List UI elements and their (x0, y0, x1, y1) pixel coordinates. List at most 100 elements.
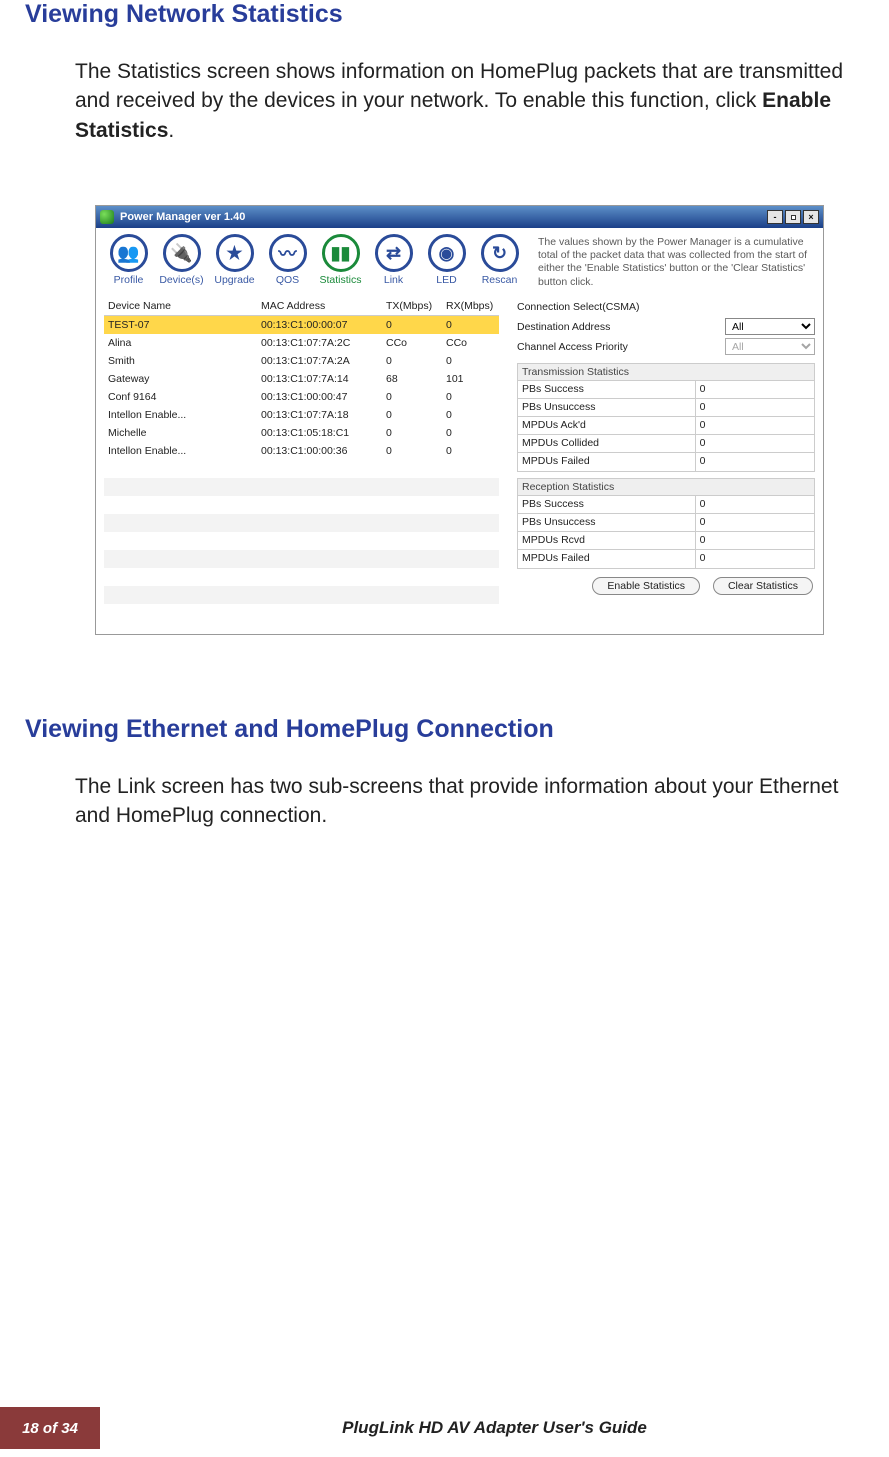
option-label: Channel Access Priority (517, 341, 725, 353)
page-number: 18 of 34 (0, 1407, 100, 1449)
toolbar-rescan[interactable]: ↻Rescan (473, 234, 526, 289)
transmission-stat-row: MPDUs Ack'd0 (518, 417, 814, 435)
device-table: Device Name MAC Address TX(Mbps) RX(Mbps… (104, 297, 499, 622)
toolbar-led[interactable]: ◉LED (420, 234, 473, 289)
toolbar-info-note: The values shown by the Power Manager is… (526, 234, 817, 289)
transmission-stat-row: PBs Success0 (518, 381, 814, 399)
stat-value: 0 (696, 550, 814, 568)
cell-name: Intellon Enable... (104, 406, 257, 424)
stat-label: MPDUs Collided (518, 435, 696, 452)
maximize-button[interactable] (785, 210, 801, 224)
cell-name: Gateway (104, 370, 257, 388)
cell-rx: 101 (442, 370, 499, 388)
p1-text-after: . (168, 119, 174, 142)
stat-value: 0 (696, 381, 814, 398)
cell-mac: 00:13:C1:05:18:C1 (257, 424, 382, 442)
stat-value: 0 (696, 453, 814, 471)
cell-tx: 0 (382, 316, 442, 334)
cell-tx: 0 (382, 442, 442, 460)
reception-stat-row: PBs Success0 (518, 496, 814, 514)
transmission-stat-row: PBs Unsuccess0 (518, 399, 814, 417)
stat-label: PBs Unsuccess (518, 399, 696, 416)
p1-text-before: The Statistics screen shows information … (75, 60, 843, 112)
cell-mac: 00:13:C1:00:00:36 (257, 442, 382, 460)
table-row[interactable]: Intellon Enable...00:13:C1:07:7A:1800 (104, 406, 499, 424)
reception-stat-row: MPDUs Rcvd0 (518, 532, 814, 550)
toolbar-profile[interactable]: 👥Profile (102, 234, 155, 289)
option-label: Connection Select(CSMA) (517, 301, 815, 313)
col-rx: RX(Mbps) (442, 297, 499, 315)
window-titlebar: Power Manager ver 1.40 - × (96, 206, 823, 228)
cell-rx: 0 (442, 352, 499, 370)
stat-label: MPDUs Rcvd (518, 532, 696, 549)
app-icon (100, 210, 114, 224)
link-paragraph: The Link screen has two sub-screens that… (75, 772, 864, 831)
table-row[interactable]: Alina00:13:C1:07:7A:2CCCoCCo (104, 334, 499, 352)
cell-tx: 0 (382, 406, 442, 424)
minimize-button[interactable]: - (767, 210, 783, 224)
table-row[interactable]: Gateway00:13:C1:07:7A:1468101 (104, 370, 499, 388)
cell-tx: 0 (382, 388, 442, 406)
toolbar-link[interactable]: ⇄Link (367, 234, 420, 289)
table-row[interactable]: Conf 916400:13:C1:00:00:4700 (104, 388, 499, 406)
toolbar-qos[interactable]: 〰QOS (261, 234, 314, 289)
option-row-channel-access-priority: Channel Access PriorityAll (517, 337, 815, 357)
cell-tx: 68 (382, 370, 442, 388)
section-heading-statistics: Viewing Network Statistics (25, 0, 864, 29)
table-row-blank (104, 568, 499, 586)
enable-statistics-button[interactable]: Enable Statistics (592, 577, 700, 595)
table-row[interactable]: Michelle00:13:C1:05:18:C100 (104, 424, 499, 442)
reception-stat-row: MPDUs Failed0 (518, 550, 814, 568)
col-device-name: Device Name (104, 297, 257, 315)
table-row-blank (104, 604, 499, 622)
statistics-panel: Connection Select(CSMA)Destination Addre… (517, 297, 815, 622)
cell-mac: 00:13:C1:07:7A:2C (257, 334, 382, 352)
footer-title: PlugLink HD AV Adapter User's Guide (100, 1407, 889, 1449)
toolbar-device-s-[interactable]: 🔌Device(s) (155, 234, 208, 289)
cell-rx: 0 (442, 316, 499, 334)
stat-value: 0 (696, 435, 814, 452)
table-row-blank (104, 496, 499, 514)
col-mac-address: MAC Address (257, 297, 382, 315)
page-footer: 18 of 34 PlugLink HD AV Adapter User's G… (0, 1407, 889, 1449)
table-row-blank (104, 478, 499, 496)
cell-mac: 00:13:C1:00:00:07 (257, 316, 382, 334)
table-row-blank (104, 532, 499, 550)
transmission-stat-row: MPDUs Failed0 (518, 453, 814, 471)
table-row[interactable]: Intellon Enable...00:13:C1:00:00:3600 (104, 442, 499, 460)
clear-statistics-button[interactable]: Clear Statistics (713, 577, 813, 595)
cell-rx: 0 (442, 388, 499, 406)
stat-label: PBs Success (518, 496, 696, 513)
intro-paragraph: The Statistics screen shows information … (75, 57, 864, 145)
select-destination-address[interactable]: All (725, 318, 815, 335)
stat-value: 0 (696, 399, 814, 416)
cell-rx: 0 (442, 406, 499, 424)
toolbar-statistics[interactable]: ▮▮Statistics (314, 234, 367, 289)
col-tx: TX(Mbps) (382, 297, 442, 315)
main-toolbar: 👥Profile🔌Device(s)★Upgrade〰QOS▮▮Statisti… (96, 228, 823, 289)
cell-tx: CCo (382, 334, 442, 352)
transmission-statistics-header: Transmission Statistics (517, 363, 815, 381)
cell-name: Alina (104, 334, 257, 352)
stat-value: 0 (696, 532, 814, 549)
cell-mac: 00:13:C1:07:7A:18 (257, 406, 382, 424)
stat-value: 0 (696, 514, 814, 531)
table-row-blank (104, 550, 499, 568)
app-window: Power Manager ver 1.40 - × 👥Profile🔌Devi… (95, 205, 824, 635)
close-button[interactable]: × (803, 210, 819, 224)
table-row[interactable]: TEST-0700:13:C1:00:00:0700 (104, 316, 499, 334)
option-row-connection-select-csma-: Connection Select(CSMA) (517, 297, 815, 317)
stat-value: 0 (696, 496, 814, 513)
select-channel-access-priority: All (725, 338, 815, 355)
device-table-header: Device Name MAC Address TX(Mbps) RX(Mbps… (104, 297, 499, 316)
toolbar-upgrade[interactable]: ★Upgrade (208, 234, 261, 289)
cell-name: Intellon Enable... (104, 442, 257, 460)
table-row[interactable]: Smith00:13:C1:07:7A:2A00 (104, 352, 499, 370)
section-heading-link: Viewing Ethernet and HomePlug Connection (25, 715, 864, 744)
stat-label: PBs Success (518, 381, 696, 398)
cell-rx: 0 (442, 424, 499, 442)
cell-tx: 0 (382, 352, 442, 370)
cell-name: TEST-07 (104, 316, 257, 334)
table-row-blank (104, 586, 499, 604)
cell-mac: 00:13:C1:00:00:47 (257, 388, 382, 406)
